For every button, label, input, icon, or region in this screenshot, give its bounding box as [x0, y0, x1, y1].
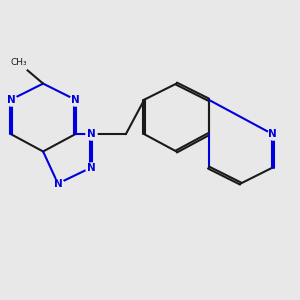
Text: N: N	[53, 178, 62, 189]
Text: N: N	[71, 94, 80, 105]
Text: N: N	[7, 94, 15, 105]
Text: N: N	[87, 129, 96, 139]
Text: CH₃: CH₃	[10, 58, 27, 67]
Text: N: N	[87, 163, 96, 172]
Text: N: N	[268, 129, 277, 139]
